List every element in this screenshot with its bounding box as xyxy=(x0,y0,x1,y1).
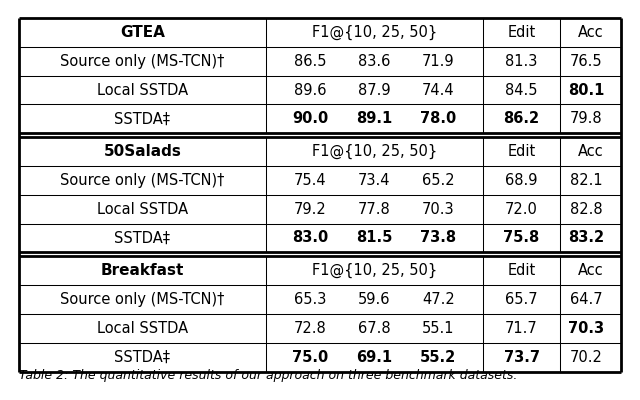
Text: F1@{10, 25, 50}: F1@{10, 25, 50} xyxy=(312,263,437,278)
Text: 80.1: 80.1 xyxy=(568,82,604,98)
Text: 72.8: 72.8 xyxy=(294,321,327,336)
Text: 86.5: 86.5 xyxy=(294,54,326,69)
Text: 76.5: 76.5 xyxy=(570,54,602,69)
Text: Edit: Edit xyxy=(508,25,536,40)
Text: 82.8: 82.8 xyxy=(570,202,602,217)
Text: 79.2: 79.2 xyxy=(294,202,327,217)
Text: Local SSTDA: Local SSTDA xyxy=(97,202,188,217)
Text: 90.0: 90.0 xyxy=(292,111,328,126)
Text: 86.2: 86.2 xyxy=(504,111,540,126)
Text: GTEA: GTEA xyxy=(120,25,165,40)
Text: 89.1: 89.1 xyxy=(356,111,392,126)
Text: Acc: Acc xyxy=(577,144,604,159)
Text: 71.7: 71.7 xyxy=(505,321,538,336)
Text: 71.9: 71.9 xyxy=(422,54,454,69)
Text: 68.9: 68.9 xyxy=(506,173,538,188)
Text: Edit: Edit xyxy=(508,263,536,278)
Text: 72.0: 72.0 xyxy=(505,202,538,217)
Text: 67.8: 67.8 xyxy=(358,321,390,336)
Text: Source only (MS-TCN)†: Source only (MS-TCN)† xyxy=(60,173,225,188)
Text: Acc: Acc xyxy=(577,25,604,40)
Text: 79.8: 79.8 xyxy=(570,111,602,126)
Text: 78.0: 78.0 xyxy=(420,111,456,126)
Text: 70.3: 70.3 xyxy=(422,202,454,217)
Text: 69.1: 69.1 xyxy=(356,350,392,365)
Text: Edit: Edit xyxy=(508,144,536,159)
Text: Local SSTDA: Local SSTDA xyxy=(97,82,188,98)
Text: 81.3: 81.3 xyxy=(506,54,538,69)
Text: 75.0: 75.0 xyxy=(292,350,328,365)
Text: 50Salads: 50Salads xyxy=(104,144,181,159)
Text: 70.3: 70.3 xyxy=(568,321,604,336)
Text: 75.8: 75.8 xyxy=(504,230,540,246)
Text: 47.2: 47.2 xyxy=(422,292,455,307)
Text: 55.2: 55.2 xyxy=(420,350,456,365)
Text: 83.0: 83.0 xyxy=(292,230,328,246)
Text: Local SSTDA: Local SSTDA xyxy=(97,321,188,336)
Text: Table 2: The quantitative results of our approach on three benchmark datasets.: Table 2: The quantitative results of our… xyxy=(19,370,518,382)
Text: 81.5: 81.5 xyxy=(356,230,392,246)
Text: Source only (MS-TCN)†: Source only (MS-TCN)† xyxy=(60,54,225,69)
Text: 84.5: 84.5 xyxy=(506,82,538,98)
Text: Breakfast: Breakfast xyxy=(100,263,184,278)
Text: 65.3: 65.3 xyxy=(294,292,326,307)
Text: 74.4: 74.4 xyxy=(422,82,454,98)
Text: 89.6: 89.6 xyxy=(294,82,326,98)
Text: 73.4: 73.4 xyxy=(358,173,390,188)
Text: 82.1: 82.1 xyxy=(570,173,602,188)
Text: 77.8: 77.8 xyxy=(358,202,391,217)
Text: SSTDA‡: SSTDA‡ xyxy=(115,230,170,246)
Text: 75.4: 75.4 xyxy=(294,173,326,188)
Text: 87.9: 87.9 xyxy=(358,82,390,98)
Text: 55.1: 55.1 xyxy=(422,321,454,336)
Text: 65.2: 65.2 xyxy=(422,173,454,188)
Text: F1@{10, 25, 50}: F1@{10, 25, 50} xyxy=(312,144,437,159)
Text: 73.8: 73.8 xyxy=(420,230,456,246)
Text: 59.6: 59.6 xyxy=(358,292,390,307)
Text: 65.7: 65.7 xyxy=(506,292,538,307)
Text: 73.7: 73.7 xyxy=(504,350,540,365)
Text: F1@{10, 25, 50}: F1@{10, 25, 50} xyxy=(312,25,437,40)
Text: 83.6: 83.6 xyxy=(358,54,390,69)
Text: Source only (MS-TCN)†: Source only (MS-TCN)† xyxy=(60,292,225,307)
Text: 64.7: 64.7 xyxy=(570,292,602,307)
Text: 83.2: 83.2 xyxy=(568,230,604,246)
Text: 70.2: 70.2 xyxy=(570,350,603,365)
Text: SSTDA‡: SSTDA‡ xyxy=(115,350,170,365)
Text: Acc: Acc xyxy=(577,263,604,278)
Text: SSTDA‡: SSTDA‡ xyxy=(115,111,170,126)
